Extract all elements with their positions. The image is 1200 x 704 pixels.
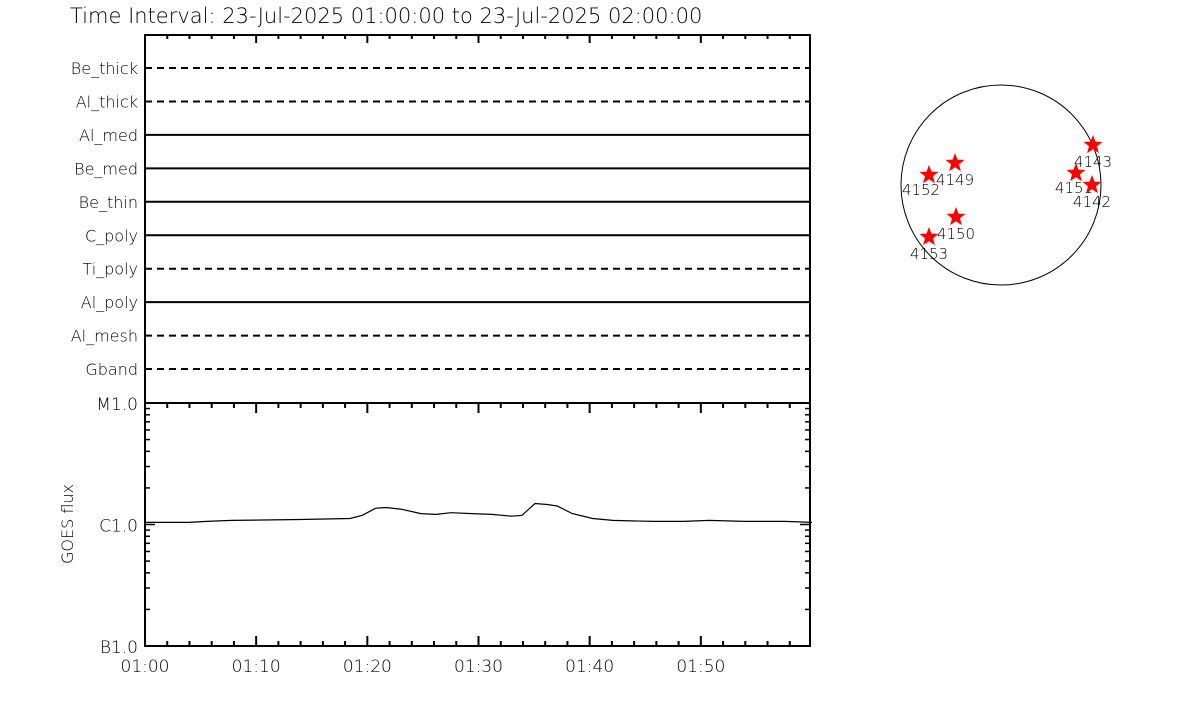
filter-row-label: Al_med [79,126,138,145]
active-region-star [945,153,965,172]
chart-title: Time Interval: 23-Jul-2025 01:00:00 to 2… [70,4,702,28]
x-tick-label: 01:20 [343,657,392,677]
filter-row-label: Al_mesh [71,327,138,346]
active-region-star [1083,135,1103,154]
goes-panel: GOES flux B1.0 C1.0 M1.0 01:00 01:10 01:20 01:… [58,395,813,677]
filter-row-label: C_poly [85,226,138,245]
filter-row-label: Gband [85,360,138,379]
x-tick-label: 01:40 [565,657,614,677]
active-region-star [919,227,939,246]
goes-flux-line [145,502,813,524]
filter-panel: Be_thick Al_thick Al_med Be_med Be_thin C_pol… [71,34,811,404]
active-region-label: 4153 [910,245,948,263]
x-tick-label: 01:10 [232,657,281,677]
active-region-star [1082,175,1102,194]
y-tick-label: M1.0 [96,395,138,415]
x-tick-label: 01:50 [676,657,725,677]
filter-row-label: Be_med [74,159,138,178]
filter-row-label: Al_thick [76,92,138,111]
y-tick-label: C1.0 [99,517,138,537]
x-tick-label: 01:00 [121,657,170,677]
y-axis-label: GOES flux [58,484,77,564]
filter-panel-frame [144,34,811,404]
filter-row-label: Be_thick [71,59,138,78]
filter-row-label: Be_thin [79,193,138,212]
active-region-label: 4143 [1074,153,1112,171]
active-region-star [919,165,939,184]
goes-panel-frame [144,402,811,647]
active-region-label: 4142 [1073,193,1111,211]
filter-row-label: Ti_poly [82,260,138,279]
active-region-star [1066,163,1086,182]
filter-row-label: Al_poly [81,293,138,312]
solar-limb [900,84,1102,286]
y-tick-label: B1.0 [100,638,138,658]
active-region-label: 4149 [936,171,974,189]
x-tick-label: 01:30 [454,657,503,677]
active-region-label: 4151 [1055,179,1093,197]
active-region-label: 4152 [902,181,940,199]
active-region-star [946,207,966,226]
active-region-label: 4150 [937,225,975,243]
